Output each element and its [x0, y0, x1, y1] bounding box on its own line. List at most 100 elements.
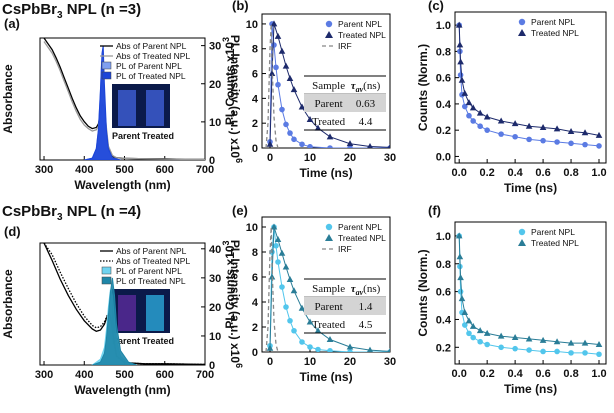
plot-frame: [454, 11, 607, 164]
marker: [287, 317, 293, 324]
marker: [326, 133, 334, 140]
x-tick-label: 0.8: [563, 368, 578, 380]
y2-axis-title: PL Intensity (a.u.) x106: [228, 35, 244, 163]
x-tick-label: 10: [304, 152, 316, 164]
row-heading: CsPbBr3 NPL (n =4): [2, 203, 141, 223]
y-tick-label: 0.8: [436, 46, 451, 58]
marker: [283, 304, 289, 310]
marker: [275, 259, 281, 265]
y-tick-label: 1.0: [436, 20, 451, 32]
table-cell: Treated: [312, 319, 346, 331]
x-tick-label: 0.0: [452, 368, 467, 380]
y-axis-title: Absorbance: [1, 64, 15, 134]
marker: [291, 136, 297, 143]
y-tick-label: 0.4: [436, 99, 452, 111]
legend-label: PL of Treated NPL: [116, 276, 186, 286]
y2-tick-label: 20: [209, 79, 221, 91]
x-tick-label: 20: [344, 356, 356, 368]
marker: [469, 322, 477, 329]
y2-axis-title: PL Intensity (a.u.) x106: [228, 240, 244, 368]
table-row-bg: [304, 94, 386, 112]
x-tick-label: 700: [196, 369, 214, 381]
marker: [306, 115, 314, 122]
marker: [266, 344, 274, 351]
legend-label: Abs of Treated NPL: [116, 256, 190, 266]
y-axis-title-text: Counts (Norm.): [416, 44, 430, 131]
marker: [539, 124, 547, 131]
marker: [581, 339, 589, 346]
marker: [306, 318, 314, 325]
marker: [278, 249, 286, 256]
plot-area: [455, 232, 603, 358]
table-header: Sample: [312, 80, 345, 92]
tau-subscript: av: [356, 288, 364, 297]
marker: [465, 99, 473, 106]
marker: [525, 122, 533, 129]
marker: [286, 75, 294, 82]
table-header: τav(ns): [351, 80, 381, 94]
legend-label: Parent NPL: [531, 227, 575, 237]
marker: [455, 232, 463, 239]
marker: [498, 131, 504, 137]
marker: [326, 336, 334, 342]
x-tick-label: 0.4: [507, 167, 523, 179]
marker: [286, 276, 294, 282]
legend-marker: [518, 29, 526, 36]
y-tick-label: 0.6: [436, 287, 451, 299]
inset-label-bg: [110, 333, 172, 347]
decay-line: [458, 25, 600, 136]
marker: [476, 109, 484, 116]
table-cell: 1.4: [359, 301, 373, 313]
marker: [275, 81, 281, 88]
marker: [346, 140, 354, 147]
marker: [273, 64, 279, 71]
panel-label: (d): [4, 224, 21, 239]
marker: [511, 334, 519, 341]
marker: [470, 334, 476, 341]
panel: (b) 0 10 20 30 Time (ns) 0 2 4 6 8 10 PL Counts x103…: [221, 0, 396, 180]
marker: [315, 346, 321, 352]
x-tick-label: 0.8: [563, 167, 578, 179]
plot-frame: [454, 221, 607, 365]
marker: [367, 346, 373, 352]
x-axis-title: Time (ns): [504, 181, 557, 195]
y-tick-label: 8: [252, 247, 258, 259]
marker: [554, 348, 560, 355]
decay-line: [269, 226, 390, 352]
table-row-bg: [304, 297, 386, 315]
x-tick-label: 1.0: [591, 167, 606, 179]
y-axis-title: Counts (Norm.): [416, 249, 430, 336]
marker: [465, 317, 473, 324]
x-tick-label: 600: [156, 164, 174, 176]
table-header: Sample: [312, 283, 345, 295]
legend-label: Parent NPL: [338, 222, 382, 232]
marker: [346, 343, 354, 350]
legend-label: Abs of Parent NPL: [116, 246, 187, 256]
y-axis-title-text: Counts (Norm.): [416, 249, 430, 336]
tau-unit: (ns): [363, 80, 380, 92]
panel-label: (a): [4, 16, 20, 31]
y2-axis-title-sup: 6: [234, 158, 244, 163]
marker: [268, 273, 276, 280]
inset-label-bg: [110, 128, 172, 142]
x-tick-label: 20: [344, 152, 356, 164]
x-axis-title: Time (ns): [299, 166, 352, 180]
marker: [539, 336, 547, 343]
marker: [497, 117, 505, 124]
table-cell: 4.4: [359, 116, 373, 128]
panel-label: (f): [428, 203, 441, 218]
marker: [477, 338, 483, 345]
inset-label: Treated: [142, 131, 174, 141]
marker: [457, 288, 464, 295]
x-tick-label: 30: [384, 152, 396, 164]
y2-axis-title-text: PL Intensity (a.u.) x10: [228, 240, 242, 363]
table-cell: 4.5: [359, 319, 373, 331]
marker: [525, 335, 533, 342]
panel-label: (c): [428, 0, 444, 13]
marker: [457, 72, 464, 78]
marker: [567, 127, 575, 134]
plot-area: [43, 243, 205, 365]
x-tick-label: 0.6: [535, 167, 550, 179]
panel: (c) 0.0 0.2 0.4 0.6 0.8 1.0 Time (ns) 0.0 0.2 0.4 0…: [416, 0, 607, 195]
x-tick-label: 400: [75, 369, 93, 381]
